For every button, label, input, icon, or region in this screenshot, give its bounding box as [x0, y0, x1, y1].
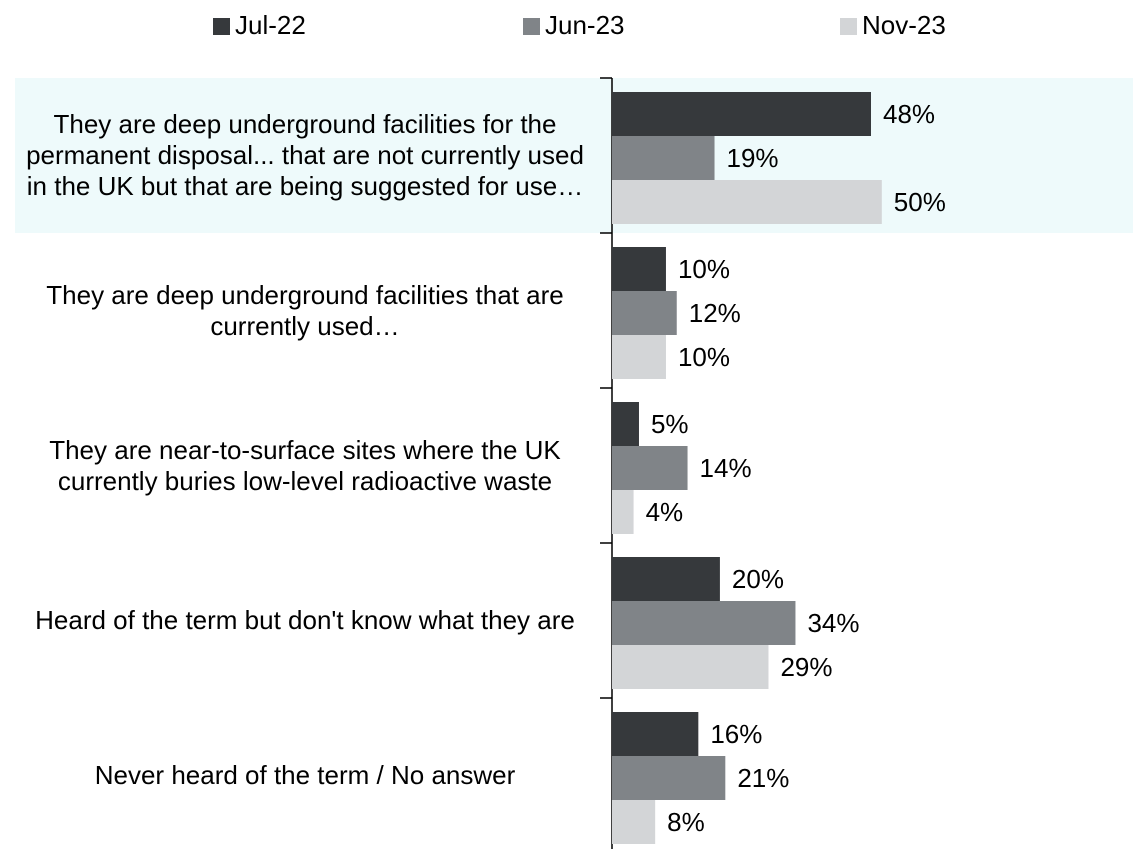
value-label: 48% [883, 99, 935, 129]
value-label: 5% [651, 409, 689, 439]
bar [612, 446, 688, 490]
value-label: 29% [780, 652, 832, 682]
legend-swatch [213, 18, 230, 35]
value-label: 14% [700, 453, 752, 483]
bar [612, 601, 796, 645]
bar [612, 490, 634, 534]
legend-label: Jun-23 [545, 10, 625, 40]
value-label: 21% [737, 763, 789, 793]
value-label: 10% [678, 342, 730, 372]
bar [612, 291, 677, 335]
bar [612, 136, 715, 180]
bar [612, 180, 882, 224]
category-label: Heard of the term but don't know what th… [35, 605, 575, 635]
legend-swatch [523, 18, 540, 35]
value-label: 10% [678, 254, 730, 284]
value-label: 4% [646, 497, 684, 527]
value-label: 12% [689, 298, 741, 328]
value-label: 19% [727, 143, 779, 173]
bar [612, 712, 699, 756]
value-label: 20% [732, 564, 784, 594]
category-label: They are near-to-surface sites where the… [49, 434, 561, 496]
bar [612, 800, 656, 844]
bar [612, 557, 720, 601]
bar [612, 92, 871, 136]
value-label: 16% [710, 719, 762, 749]
bar [612, 645, 769, 689]
legend-swatch [840, 18, 857, 35]
category-label: They are deep underground facilities tha… [46, 279, 564, 341]
legend-label: Nov-23 [862, 10, 946, 40]
value-label: 50% [894, 187, 946, 217]
bar [612, 247, 666, 291]
category-label: Never heard of the term / No answer [94, 760, 516, 790]
legend-label: Jul-22 [235, 10, 306, 40]
bar [612, 402, 639, 446]
bar [612, 335, 666, 379]
highlight-band [15, 78, 1133, 233]
value-label: 8% [667, 807, 705, 837]
bar [612, 756, 726, 800]
value-label: 34% [807, 608, 859, 638]
category-label: They are deep underground facilities for… [26, 109, 584, 201]
